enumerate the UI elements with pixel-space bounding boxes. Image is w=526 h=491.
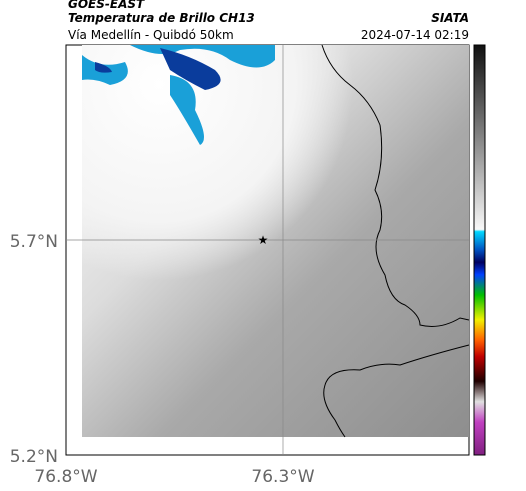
header: GOES-EAST Temperatura de Brillo CH13 Vía… [68, 0, 469, 42]
border [321, 44, 470, 438]
lat-label: 5.2°N [10, 447, 58, 467]
colorbar [473, 44, 486, 456]
title: GOES-EAST [68, 0, 145, 11]
star-marker: ★ [258, 233, 269, 247]
lon-label: 76.3°W [251, 467, 314, 487]
cloud-area [82, 45, 469, 437]
cold-cloud [82, 45, 275, 145]
lon-label: 76.8°W [34, 467, 97, 487]
route: Vía Medellín - Quibdó 50km [68, 28, 234, 42]
source: SIATA [431, 11, 469, 25]
map: ★ 5.7°N 5.2°N 76.8°W 76.3°W [10, 44, 470, 487]
timestamp: 2024-07-14 02:19 [361, 28, 469, 42]
colorbar-scale [473, 44, 486, 456]
lat-label: 5.7°N [10, 232, 58, 252]
subtitle: Temperatura de Brillo CH13 [68, 11, 255, 25]
cold-core [95, 48, 221, 90]
